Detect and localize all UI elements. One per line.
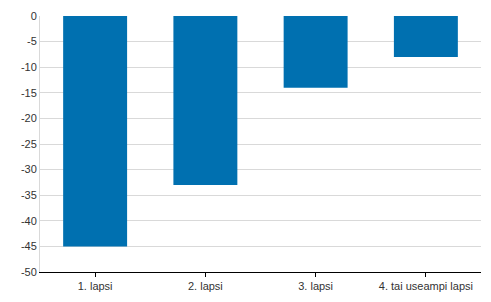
svg-text:2. lapsi: 2. lapsi bbox=[188, 280, 223, 292]
svg-text:-20: -20 bbox=[21, 112, 37, 124]
svg-text:-30: -30 bbox=[21, 163, 37, 175]
svg-text:-50: -50 bbox=[21, 266, 37, 278]
svg-text:-10: -10 bbox=[21, 61, 37, 73]
svg-text:-45: -45 bbox=[21, 240, 37, 252]
svg-text:-25: -25 bbox=[21, 138, 37, 150]
svg-text:3. lapsi: 3. lapsi bbox=[298, 280, 333, 292]
svg-text:4. tai useampi lapsi: 4. tai useampi lapsi bbox=[379, 280, 473, 292]
svg-text:-15: -15 bbox=[21, 87, 37, 99]
svg-text:0: 0 bbox=[31, 10, 37, 22]
svg-text:-5: -5 bbox=[27, 35, 37, 47]
svg-text:-40: -40 bbox=[21, 215, 37, 227]
svg-text:1. lapsi: 1. lapsi bbox=[78, 280, 113, 292]
svg-text:-35: -35 bbox=[21, 189, 37, 201]
